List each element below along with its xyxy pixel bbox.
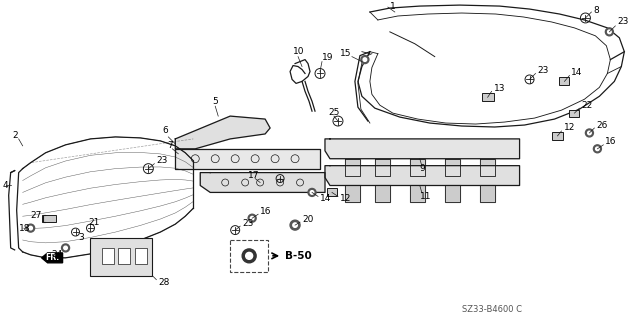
Polygon shape	[325, 139, 520, 159]
Circle shape	[607, 30, 611, 33]
Text: 20: 20	[302, 215, 314, 224]
Text: 9: 9	[420, 164, 426, 173]
Bar	[42, 215, 56, 222]
Bar	[90, 238, 152, 276]
Text: 28: 28	[158, 278, 170, 287]
Circle shape	[596, 147, 599, 151]
Text: 7: 7	[167, 141, 173, 150]
Text: 18: 18	[19, 224, 30, 233]
Circle shape	[588, 131, 591, 135]
Bar	[559, 78, 570, 85]
Circle shape	[593, 145, 602, 153]
Polygon shape	[410, 159, 425, 175]
Circle shape	[248, 214, 256, 222]
Text: 14: 14	[320, 194, 332, 203]
Circle shape	[293, 223, 298, 227]
Text: 17: 17	[248, 171, 260, 180]
Text: 2: 2	[13, 131, 19, 140]
Polygon shape	[345, 159, 360, 175]
Text: B-50: B-50	[285, 251, 312, 261]
Text: 12: 12	[563, 123, 575, 132]
Text: 16: 16	[605, 137, 617, 146]
Polygon shape	[345, 185, 360, 202]
Bar	[102, 248, 115, 264]
Circle shape	[290, 220, 300, 230]
Circle shape	[250, 216, 254, 220]
Polygon shape	[175, 116, 270, 149]
Circle shape	[27, 224, 35, 232]
Circle shape	[29, 226, 33, 230]
FancyArrow shape	[42, 253, 63, 263]
Text: 5: 5	[212, 97, 218, 106]
Text: FR.: FR.	[45, 253, 60, 262]
Circle shape	[246, 252, 253, 259]
Bar	[327, 189, 337, 197]
Polygon shape	[479, 159, 495, 175]
Text: 6: 6	[163, 126, 168, 136]
Text: 25: 25	[328, 108, 339, 117]
Bar	[482, 93, 493, 101]
Text: 13: 13	[493, 84, 505, 93]
Text: SZ33-B4600 C: SZ33-B4600 C	[461, 305, 522, 314]
Text: 21: 21	[88, 218, 100, 227]
Polygon shape	[200, 173, 325, 192]
Text: 1: 1	[390, 2, 396, 11]
Bar	[570, 110, 579, 117]
Polygon shape	[175, 149, 320, 169]
Text: 16: 16	[260, 207, 271, 216]
Text: 27: 27	[31, 211, 42, 220]
Circle shape	[64, 246, 67, 250]
Circle shape	[61, 244, 70, 252]
Text: 3: 3	[79, 233, 84, 241]
Circle shape	[242, 249, 256, 263]
Text: 26: 26	[596, 121, 608, 130]
Text: 22: 22	[581, 101, 593, 110]
Text: 23: 23	[618, 18, 628, 26]
Circle shape	[363, 58, 367, 61]
Bar	[552, 132, 563, 140]
Polygon shape	[479, 185, 495, 202]
Bar	[118, 248, 131, 264]
Polygon shape	[410, 185, 425, 202]
Bar	[136, 248, 147, 264]
Text: 23: 23	[242, 219, 253, 228]
Circle shape	[310, 191, 314, 194]
Circle shape	[586, 129, 593, 137]
Polygon shape	[445, 159, 460, 175]
Text: 19: 19	[322, 53, 333, 62]
Text: 23: 23	[156, 156, 168, 165]
Circle shape	[605, 28, 613, 36]
Text: 11: 11	[420, 192, 431, 201]
Text: 10: 10	[293, 47, 305, 56]
Text: 12: 12	[340, 194, 351, 203]
Polygon shape	[375, 185, 390, 202]
Text: 14: 14	[572, 68, 583, 77]
Text: 15: 15	[340, 49, 351, 58]
Polygon shape	[325, 166, 520, 185]
Bar	[230, 240, 268, 272]
Circle shape	[308, 189, 316, 197]
Text: 23: 23	[538, 66, 549, 75]
Text: 24: 24	[51, 250, 63, 259]
Text: 4: 4	[3, 181, 8, 190]
Polygon shape	[375, 159, 390, 175]
Polygon shape	[445, 185, 460, 202]
Text: 8: 8	[593, 5, 599, 15]
Circle shape	[361, 56, 369, 63]
